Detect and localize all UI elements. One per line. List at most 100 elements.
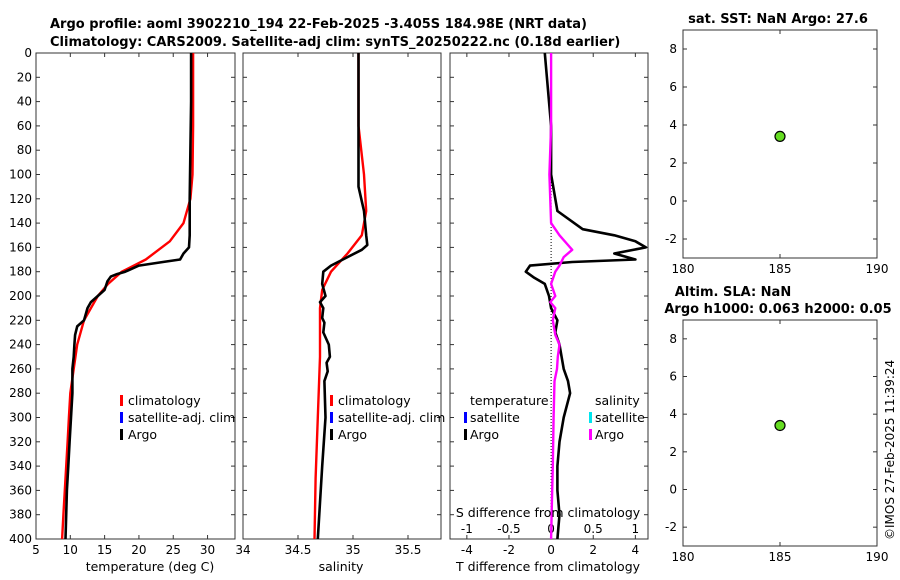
x-tick-label: 10 [63,543,78,557]
legend-label-s-argo: Argo [595,427,624,442]
temperature-xlabel: temperature (deg C) [86,559,215,574]
y-tick-label: 400 [9,532,32,546]
x-tick-label: 180 [672,262,695,276]
y-tick-label: 140 [9,216,32,230]
legend-label-s-satellite: satellite [595,410,645,425]
y-tick-label: 4 [669,118,677,132]
legend-swatch-t-satellite [464,412,467,423]
title-line-2: Climatology: CARS2009. Satellite-adj cli… [50,35,620,50]
x-tick-label: 4 [632,543,640,557]
y-tick-label: 8 [669,332,677,346]
y-tick-label: 2 [669,445,677,459]
series-line-climatology [60,53,195,540]
y-tick-label: 6 [669,80,677,94]
y-tick-label: 120 [9,192,32,206]
y-tick-label: 380 [9,508,32,522]
legend-swatch-climatology [330,395,333,406]
difference-axes: -4 -2 0 2 4-1 -0.5 0 0.5 1 [449,52,649,557]
y-tick-label: 60 [17,119,32,133]
salinity-legend: climatology satellite-adj. clim Argo [330,393,445,442]
y-tick-label: 2 [669,156,677,170]
legend-swatch-t-argo [464,429,467,440]
legend-label-argo: Argo [338,427,367,442]
legend-swatch-s-satellite [589,412,592,423]
profile-location-marker [774,130,786,142]
legend-label-satellite: satellite-adj. clim [338,410,445,425]
sla-map-axes: 180 185 190 -2 0 2 4 6 8 [665,319,888,564]
y-tick-label: 6 [669,370,677,384]
y-tick-label: -2 [665,520,677,534]
y-tick-label: 260 [9,362,32,376]
sst-map-axes: 180 185 190 -2 0 2 4 6 8 [665,29,889,276]
legend-title-salinity: salinity [595,393,640,408]
x-tick-label: 34.5 [285,543,312,557]
y-tick-label: 8 [669,42,677,56]
salinity-xlabel: salinity [319,559,364,574]
legend-label-satellite: satellite-adj. clim [128,410,235,425]
y-tick-label: 340 [9,459,32,473]
y-tick-label: 320 [9,435,32,449]
profile-location-marker [774,419,786,432]
axes-frame [682,29,878,259]
y-tick-label: 20 [17,70,32,84]
series-line-climatology [313,53,368,540]
x-tick-label: 25 [166,543,181,557]
y-tick-label: 300 [9,411,32,425]
y-tick-label: 220 [9,313,32,327]
temperature-axes: 0 20 40 60 80 100 120 140 160 180 200 220 240 260 280 3… [9,46,236,557]
x-tick-label: -2 [503,543,515,557]
x-tick-label: -4 [461,543,473,557]
y-tick-label: 0 [669,483,677,497]
s-difference-xlabel: S difference from climatology [456,505,641,520]
y-tick-label: 4 [669,407,677,421]
y-tick-label: 100 [9,168,32,182]
x-tick-label: 185 [769,550,792,564]
legend-label-t-argo: Argo [470,427,499,442]
series-line-s-diff-argo [548,53,574,540]
x-tick-label: 5 [32,543,40,557]
y-tick-label: 180 [9,265,32,279]
s-axis-tick-label: 0.5 [584,522,603,536]
legend-swatch-argo [330,429,333,440]
x-tick-label: 30 [200,543,215,557]
legend-swatch-argo [120,429,123,440]
y-tick-label: 200 [9,289,32,303]
series-line-argo [316,53,369,540]
y-tick-label: 280 [9,386,32,400]
y-tick-label: 80 [17,143,32,157]
y-tick-label: 0 [24,46,32,60]
x-tick-label: 35.5 [395,543,422,557]
difference-legend: temperature salinity satellite Argo sate… [464,393,645,442]
x-tick-label: 15 [97,543,112,557]
y-tick-label: 0 [669,194,677,208]
x-tick-label: 190 [866,262,889,276]
x-tick-label: 2 [589,543,597,557]
title-line-1: Argo profile: aoml 3902210_194 22-Feb-20… [50,17,587,32]
s-axis-tick-label: -0.5 [497,522,520,536]
s-axis-tick-label: 1 [632,522,640,536]
y-tick-label: -2 [665,232,677,246]
legend-title-temperature: temperature [470,393,549,408]
legend-label-t-satellite: satellite [470,410,520,425]
legend-swatch-climatology [120,395,123,406]
series-line-t-diff-argo [524,52,648,540]
salinity-axes: 34 34.5 35 35.5 [235,52,442,557]
legend-label-argo: Argo [128,427,157,442]
t-difference-xlabel: T difference from climatology [455,559,641,574]
x-tick-label: 35 [345,543,360,557]
legend-swatch-satellite [330,412,333,423]
y-tick-label: 40 [17,95,32,109]
y-tick-label: 160 [9,240,32,254]
x-tick-label: 34 [235,543,250,557]
sst-title: sat. SST: NaN Argo: 27.6 [688,12,868,27]
legend-swatch-satellite [120,412,123,423]
sla-title-line-1: Altim. SLA: NaN [675,285,791,300]
x-tick-label: 180 [672,550,695,564]
axes-frame [242,52,442,540]
imos-watermark: ©IMOS 27-Feb-2025 11:39:24 [883,360,897,540]
x-tick-label: 20 [131,543,146,557]
legend-swatch-s-argo [589,429,592,440]
temperature-legend: climatology satellite-adj. clim Argo [120,393,235,442]
s-axis-tick-label: -1 [461,522,473,536]
axes-frame [682,319,878,547]
